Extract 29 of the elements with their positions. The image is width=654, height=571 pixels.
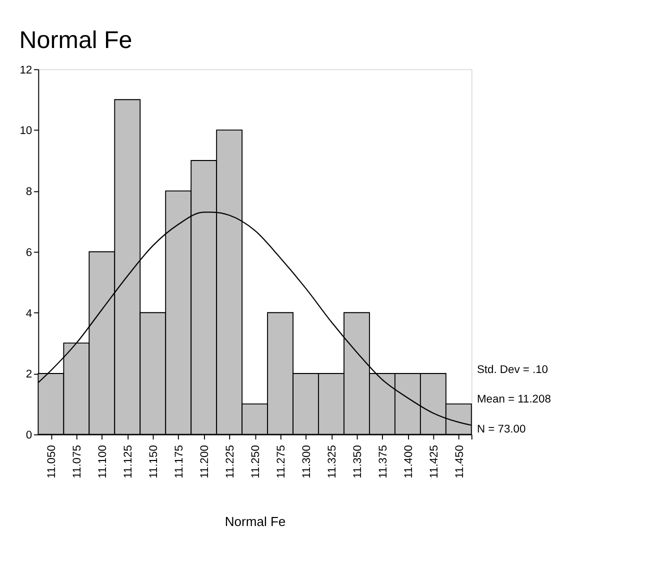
x-tick-label: 11.075 bbox=[72, 445, 84, 478]
x-tick-label: 11.300 bbox=[300, 445, 313, 478]
x-tick-label: 11.150 bbox=[148, 445, 160, 478]
x-tick-label: 11.175 bbox=[174, 445, 186, 478]
x-tick-label: 11.225 bbox=[224, 445, 237, 478]
x-tick-label: 11.050 bbox=[46, 445, 58, 478]
x-tick-label: 11.375 bbox=[377, 445, 390, 478]
chart-title: Normal Fe bbox=[19, 26, 132, 54]
y-tick-label: 12 bbox=[20, 64, 32, 76]
y-tick-label: 2 bbox=[26, 368, 32, 381]
text: N = 73.00 bbox=[476, 424, 526, 436]
text: Mean = 11.208 bbox=[476, 394, 551, 406]
y-tick-label: 8 bbox=[26, 186, 32, 198]
x-tick-label: 11.250 bbox=[250, 445, 262, 478]
x-tick-label: 11.325 bbox=[326, 445, 338, 478]
x-tick-label: 11.450 bbox=[454, 445, 466, 478]
x-tick-label: 11.125 bbox=[122, 445, 135, 478]
text: Std. Dev = .10 bbox=[476, 364, 548, 376]
x-tick-label: 11.425 bbox=[428, 445, 440, 478]
x-tick-label: 11.200 bbox=[199, 445, 212, 478]
x-tick-label: 11.275 bbox=[275, 445, 288, 478]
x-axis-title: Normal Fe bbox=[224, 514, 286, 529]
x-tick-label: 11.400 bbox=[402, 445, 415, 478]
y-tick-label: 6 bbox=[26, 246, 32, 259]
x-tick-label: 11.350 bbox=[352, 445, 364, 478]
x-tick-label: 11.100 bbox=[97, 445, 110, 478]
y-tick-label: 4 bbox=[26, 308, 32, 320]
y-tick-label: 10 bbox=[20, 125, 32, 138]
y-tick-label: 0 bbox=[26, 430, 32, 442]
